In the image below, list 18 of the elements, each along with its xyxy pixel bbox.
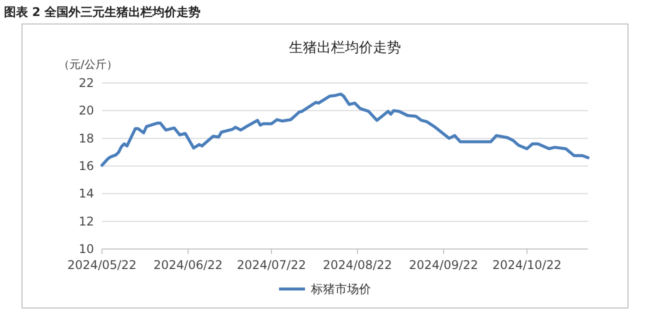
- chart-title: 生猪出栏均价走势: [289, 40, 401, 56]
- y-tick-label: 18: [78, 131, 94, 146]
- x-tick-label: 2024/06/22: [154, 258, 223, 272]
- x-tick-label: 2024/10/22: [492, 258, 562, 272]
- y-tick-label: 16: [78, 159, 94, 173]
- y-tick-label: 22: [78, 76, 94, 90]
- y-tick-label: 10: [78, 242, 94, 256]
- text: 图表 2 全国外三元生猪出栏均价走势: [4, 5, 201, 19]
- x-tick-label: 2024/07/22: [236, 258, 306, 272]
- y-axis-title: （元/公斤）: [58, 58, 118, 71]
- x-tick-label: 2024/08/22: [322, 258, 392, 272]
- y-tick-label: 20: [78, 104, 94, 118]
- legend-label: 标猪市场价: [310, 282, 371, 296]
- y-tick-label: 12: [78, 214, 94, 228]
- x-tick-label: 2024/05/22: [67, 258, 137, 272]
- x-tick-label: 2024/09/22: [409, 258, 478, 272]
- y-tick-label: 14: [78, 186, 94, 201]
- line-series: [100, 92, 590, 167]
